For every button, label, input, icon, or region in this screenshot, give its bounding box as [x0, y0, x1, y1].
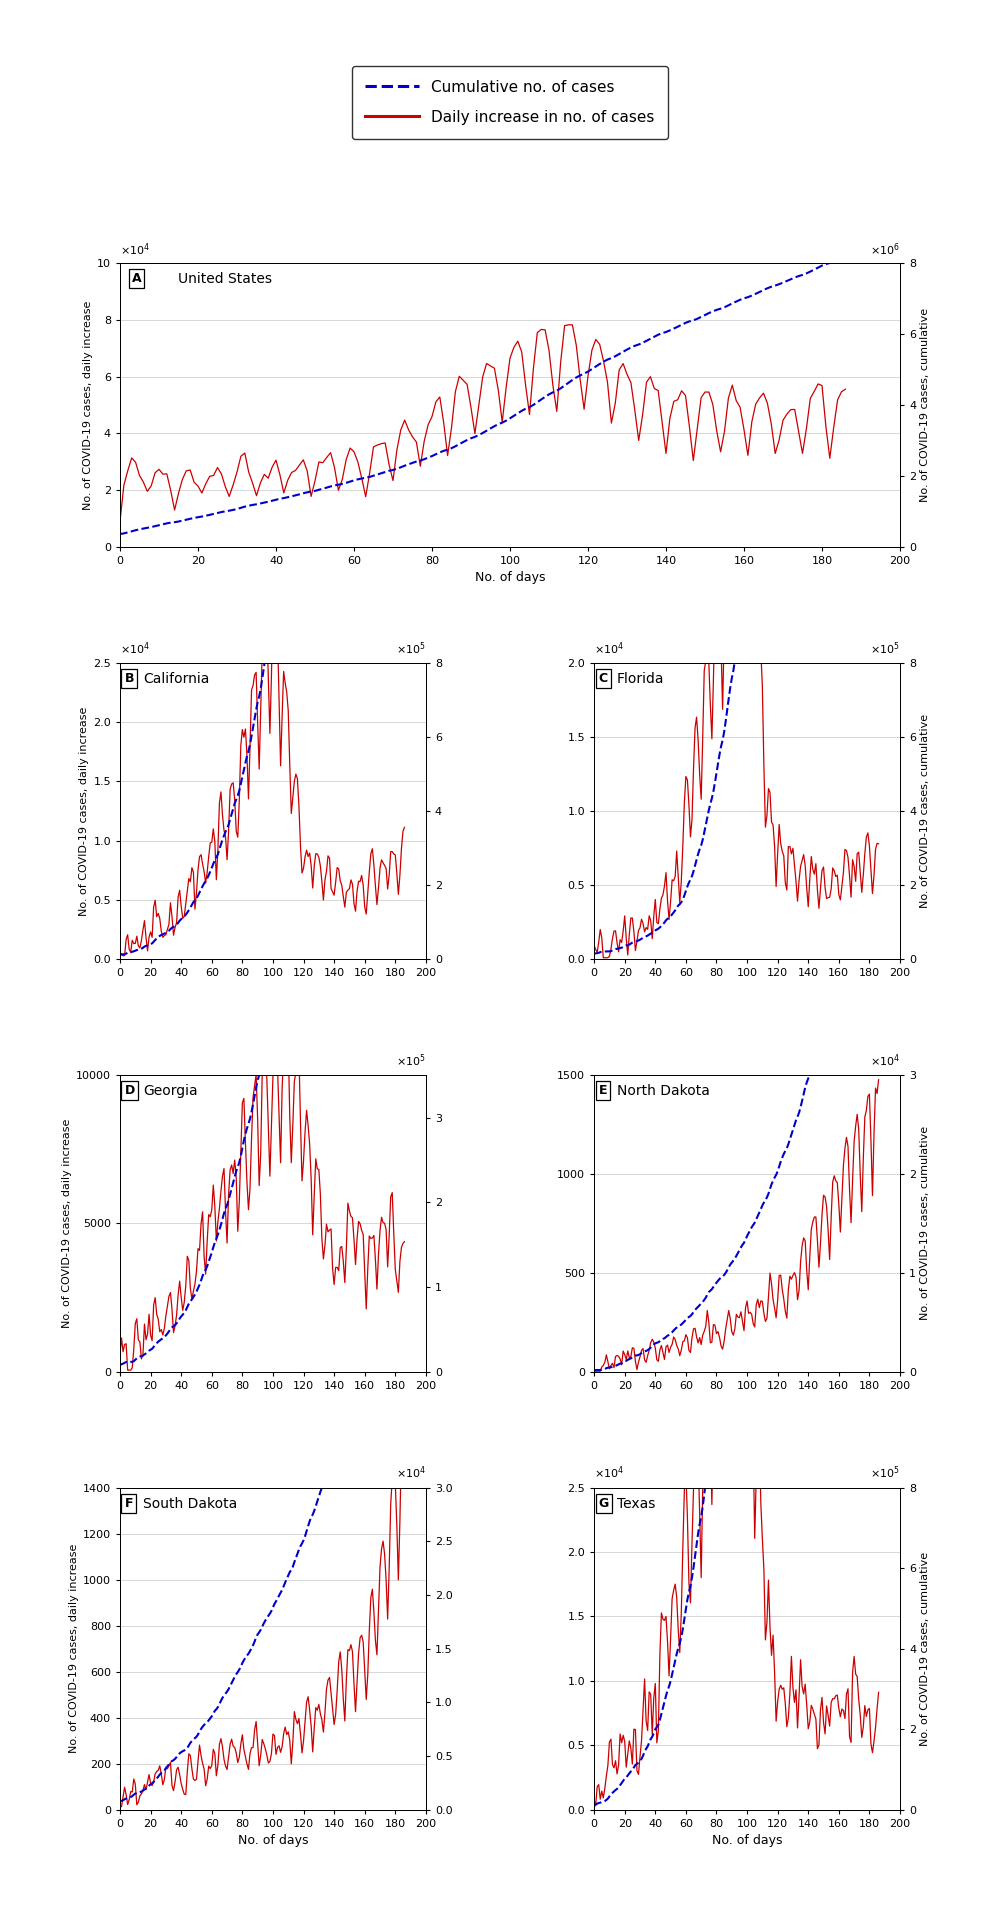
Text: ×10$^{6}$: ×10$^{6}$	[870, 242, 900, 257]
Y-axis label: No. of COVID-19 cases, daily increase: No. of COVID-19 cases, daily increase	[79, 707, 89, 916]
Y-axis label: No. of COVID-19 cases, cumulative: No. of COVID-19 cases, cumulative	[920, 714, 930, 909]
Text: ×10$^{5}$: ×10$^{5}$	[870, 1465, 900, 1482]
Text: ×10$^{5}$: ×10$^{5}$	[396, 1053, 426, 1069]
Text: C: C	[599, 672, 608, 684]
Text: ×10$^{4}$: ×10$^{4}$	[870, 1053, 900, 1069]
Text: ×10$^{5}$: ×10$^{5}$	[396, 640, 426, 657]
Text: Texas: Texas	[617, 1497, 655, 1511]
X-axis label: No. of days: No. of days	[712, 1835, 782, 1848]
Legend: Cumulative no. of cases, Daily increase in no. of cases: Cumulative no. of cases, Daily increase …	[352, 65, 668, 139]
Text: California: California	[143, 672, 209, 686]
Text: D: D	[125, 1084, 135, 1097]
Text: E: E	[599, 1084, 607, 1097]
Text: ×10$^{4}$: ×10$^{4}$	[120, 640, 150, 657]
Text: A: A	[132, 272, 141, 286]
X-axis label: No. of days: No. of days	[238, 1835, 308, 1848]
Text: ×10$^{4}$: ×10$^{4}$	[594, 640, 624, 657]
Text: B: B	[125, 672, 134, 684]
Text: G: G	[599, 1497, 609, 1511]
Text: North Dakota: North Dakota	[617, 1084, 710, 1097]
Text: Georgia: Georgia	[143, 1084, 198, 1097]
Y-axis label: No. of COVID-19 cases, daily increase: No. of COVID-19 cases, daily increase	[83, 301, 93, 511]
Text: ×10$^{4}$: ×10$^{4}$	[120, 242, 150, 257]
Text: ×10$^{4}$: ×10$^{4}$	[396, 1465, 426, 1482]
Y-axis label: No. of COVID-19 cases, daily increase: No. of COVID-19 cases, daily increase	[62, 1118, 72, 1328]
Text: United States: United States	[178, 272, 272, 286]
Text: ×10$^{5}$: ×10$^{5}$	[870, 640, 900, 657]
Y-axis label: No. of COVID-19 cases, cumulative: No. of COVID-19 cases, cumulative	[920, 1551, 930, 1745]
Y-axis label: No. of COVID-19 cases, cumulative: No. of COVID-19 cases, cumulative	[920, 1126, 930, 1320]
Y-axis label: No. of COVID-19 cases, daily increase: No. of COVID-19 cases, daily increase	[69, 1543, 79, 1753]
Text: South Dakota: South Dakota	[143, 1497, 237, 1511]
Text: Florida: Florida	[617, 672, 665, 686]
X-axis label: No. of days: No. of days	[475, 572, 545, 585]
Text: F: F	[125, 1497, 133, 1511]
Y-axis label: No. of COVID-19 cases, cumulative: No. of COVID-19 cases, cumulative	[920, 309, 930, 503]
Text: ×10$^{4}$: ×10$^{4}$	[594, 1465, 624, 1482]
